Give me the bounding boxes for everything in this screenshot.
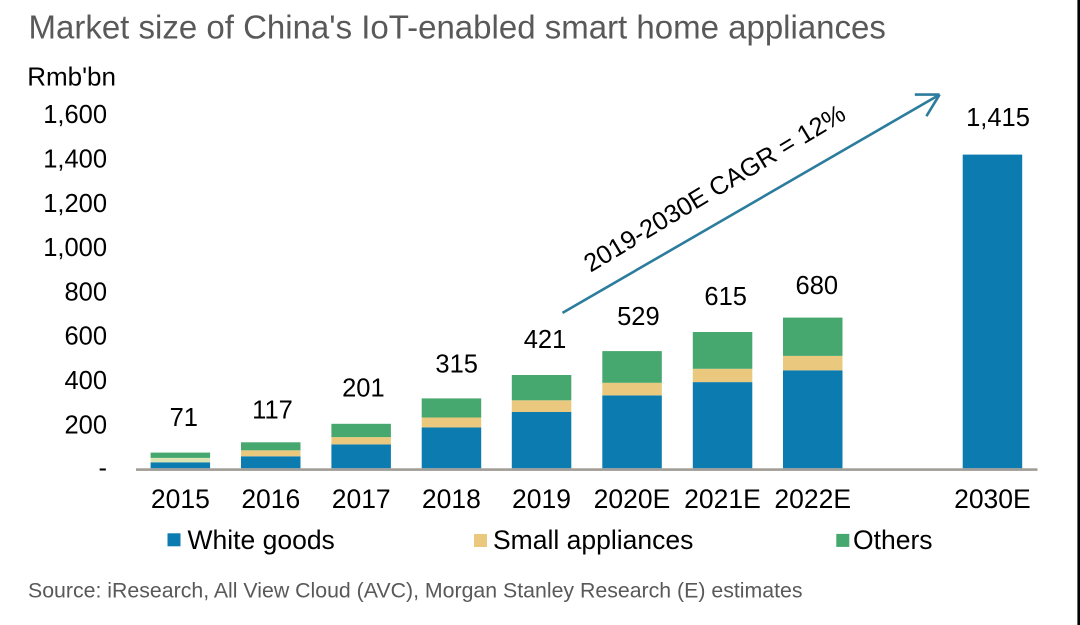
svg-text:2021E: 2021E <box>684 484 761 514</box>
svg-text:200: 200 <box>64 411 107 439</box>
svg-text:615: 615 <box>704 283 747 311</box>
svg-text:1,415: 1,415 <box>966 104 1030 132</box>
svg-text:2016: 2016 <box>241 484 300 514</box>
svg-text:2018: 2018 <box>422 484 481 514</box>
svg-text:2030E: 2030E <box>954 484 1031 514</box>
svg-text:800: 800 <box>64 278 107 306</box>
svg-text:2017: 2017 <box>332 484 391 514</box>
svg-text:71: 71 <box>170 404 198 432</box>
svg-text:1,400: 1,400 <box>43 145 107 173</box>
svg-text:201: 201 <box>342 375 385 403</box>
svg-text:-: - <box>99 455 108 483</box>
svg-text:2015: 2015 <box>151 484 210 514</box>
svg-text:315: 315 <box>435 351 478 379</box>
svg-text:Rmb'bn: Rmb'bn <box>27 62 116 92</box>
svg-text:White goods: White goods <box>188 525 335 555</box>
svg-text:600: 600 <box>64 323 107 351</box>
svg-text:2022E: 2022E <box>774 484 851 514</box>
svg-text:680: 680 <box>796 272 839 300</box>
svg-text:529: 529 <box>617 303 660 331</box>
svg-text:117: 117 <box>252 397 293 425</box>
svg-text:Market size of China's IoT-ena: Market size of China's IoT-enabled smart… <box>29 9 886 46</box>
svg-text:2020E: 2020E <box>594 484 671 514</box>
svg-text:Source: iResearch, All View Cl: Source: iResearch, All View Cloud (AVC),… <box>28 579 803 603</box>
svg-text:2019: 2019 <box>512 484 571 514</box>
svg-text:1,200: 1,200 <box>43 190 107 218</box>
svg-text:Small appliances: Small appliances <box>493 525 693 555</box>
svg-text:Others: Others <box>853 525 933 555</box>
svg-text:1,600: 1,600 <box>43 101 107 129</box>
svg-text:2019-2030E CAGR = 12%: 2019-2030E CAGR = 12% <box>579 100 850 278</box>
svg-text:400: 400 <box>64 367 107 395</box>
svg-text:421: 421 <box>524 326 567 354</box>
svg-text:1,000: 1,000 <box>43 234 107 262</box>
